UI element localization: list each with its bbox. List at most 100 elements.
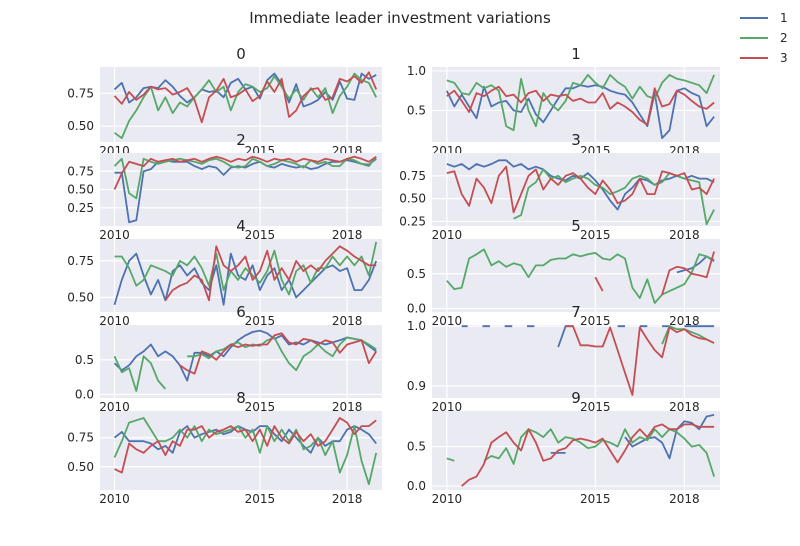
panel-7: 2010 2015 2018 0.9 1.0 7: [407, 303, 720, 414]
chart-title: Immediate leader investment variations: [249, 9, 551, 27]
y-tick-label: 0.75: [67, 86, 94, 100]
series-line-2: [513, 168, 715, 226]
series-group: [113, 329, 377, 392]
x-tick-label: 2018: [332, 228, 363, 242]
y-tick-label: 0.25: [399, 214, 426, 228]
series-line-2: [113, 156, 377, 200]
panel-title: 6: [236, 303, 246, 321]
panel-5: 2010 2015 2018 0.0 0.5 5: [407, 217, 720, 328]
x-tick-label: 2010: [99, 228, 130, 242]
x-tick-label: 2015: [245, 314, 276, 328]
series-group: [446, 159, 715, 226]
panels: 2010 2015 2018 0.50 0.75 0 2010 2015 2018 0.5 1.0 1…: [67, 45, 720, 506]
legend: 1 2 3: [740, 11, 788, 65]
series-line-3: [113, 71, 378, 124]
y-tick-label: 0.25: [67, 201, 94, 215]
y-tick-label: 0.5: [75, 353, 94, 367]
x-tick-label: 2010: [99, 400, 130, 414]
series-line-1: [550, 414, 715, 460]
x-tick-label: 2015: [580, 314, 611, 328]
y-tick-label: 0.75: [67, 164, 94, 178]
panel-title: 7: [571, 303, 581, 321]
series-line-3: [446, 85, 715, 126]
series-line-2: [114, 241, 378, 296]
y-tick-label: 0.0: [407, 302, 426, 316]
x-tick-label: 2010: [432, 400, 463, 414]
series-line-3: [461, 423, 715, 487]
panel-title: 5: [571, 217, 581, 235]
series-line-3: [446, 165, 715, 214]
y-tick-label: 0.50: [67, 290, 94, 304]
x-tick-label: 2018: [332, 400, 363, 414]
x-tick-label: 2015: [580, 228, 611, 242]
y-tick-label: 0.50: [67, 183, 94, 197]
legend-label: 3: [780, 51, 788, 65]
y-tick-label: 0.0: [75, 388, 94, 402]
series-line-2: [446, 74, 715, 132]
panel-title: 1: [571, 45, 581, 63]
y-tick-label: 0.75: [67, 431, 94, 445]
y-tick-label: 0.5: [407, 267, 426, 281]
series-group: [113, 155, 377, 224]
x-tick-label: 2010: [432, 314, 463, 328]
y-tick-label: 0.9: [407, 379, 426, 393]
y-tick-label: 0.50: [399, 192, 426, 206]
x-tick-label: 2015: [580, 400, 611, 414]
y-tick-label: 0.50: [67, 460, 94, 474]
series-line-2: [446, 428, 715, 477]
series-group: [461, 325, 715, 396]
series-line-3: [594, 251, 715, 295]
panel-background: [432, 239, 720, 312]
y-tick-label: 0.75: [67, 254, 94, 268]
panel-title: 0: [236, 45, 246, 63]
legend-label: 2: [780, 31, 788, 45]
panel-background: [100, 67, 382, 142]
panel-3: 2010 2015 2018 0.25 0.50 0.75 3: [399, 131, 720, 242]
x-tick-label: 2018: [669, 492, 700, 506]
series-line-3: [113, 155, 377, 190]
panel-background: [100, 411, 382, 490]
series-line-3: [179, 332, 377, 375]
x-tick-label: 2018: [669, 314, 700, 328]
series-line-3: [164, 245, 377, 302]
x-tick-label: 2010: [99, 314, 130, 328]
x-tick-label: 2010: [432, 492, 463, 506]
series-line-1: [113, 252, 378, 306]
series-line-2: [446, 248, 715, 304]
x-tick-label: 2010: [99, 492, 130, 506]
panel-2: 2010 2015 2018 0.25 0.50 0.75 2: [67, 131, 382, 242]
panel-9: 2010 2015 2018 0.0 0.5 9: [407, 389, 720, 506]
series-group: [113, 241, 378, 306]
x-tick-label: 2018: [332, 492, 363, 506]
panel-title: 3: [571, 131, 581, 149]
x-tick-label: 2015: [245, 492, 276, 506]
series-line-3: [114, 417, 377, 474]
panel-title: 9: [571, 389, 581, 407]
y-tick-label: 1.0: [407, 319, 426, 333]
x-tick-label: 2015: [245, 400, 276, 414]
panel-4: 2010 2015 2018 0.50 0.75 4: [67, 217, 382, 328]
y-tick-label: 0.0: [407, 479, 426, 493]
y-tick-label: 1.0: [407, 64, 426, 78]
series-group: [445, 74, 715, 139]
y-tick-label: 0.5: [407, 103, 426, 117]
series-line-2: [113, 72, 378, 139]
y-tick-label: 0.5: [407, 440, 426, 454]
panel-8: 2010 2015 2018 0.50 0.75 8: [67, 389, 382, 506]
x-tick-label: 2018: [669, 228, 700, 242]
series-line-3: [565, 325, 715, 396]
series-line-2: [113, 336, 377, 392]
x-tick-label: 2018: [332, 314, 363, 328]
x-tick-label: 2018: [669, 400, 700, 414]
legend-label: 1: [780, 11, 788, 25]
series-group: [446, 414, 715, 487]
series-group: [113, 71, 378, 139]
x-tick-label: 2015: [245, 228, 276, 242]
x-tick-label: 2015: [580, 492, 611, 506]
panel-title: 2: [236, 131, 246, 149]
y-tick-label: 0.75: [399, 169, 426, 183]
panel-title: 4: [236, 217, 246, 235]
